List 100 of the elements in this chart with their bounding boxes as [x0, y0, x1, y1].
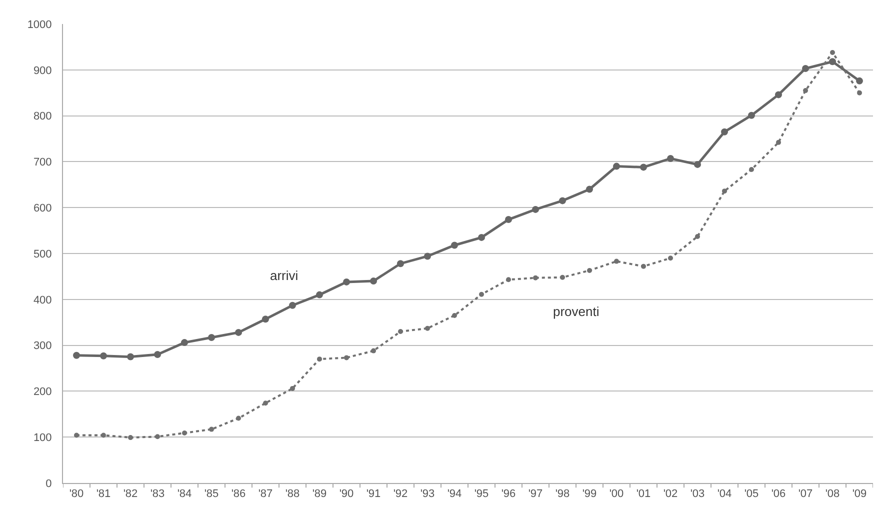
y-tick-label: 700 [33, 156, 52, 169]
x-tick-label: '02 [663, 488, 678, 500]
y-tick-label: 600 [33, 202, 52, 214]
x-tick-label: '86 [231, 488, 246, 500]
x-tick-label: '84 [177, 488, 192, 500]
point [263, 400, 268, 406]
point [802, 65, 809, 72]
point [560, 274, 565, 280]
y-tick-label: 900 [33, 64, 52, 77]
point [452, 312, 457, 318]
point [614, 258, 619, 264]
point [587, 268, 592, 273]
point [236, 416, 241, 421]
point [290, 386, 295, 391]
x-tick-label: '00 [609, 488, 624, 500]
point [667, 154, 674, 162]
point [424, 252, 431, 260]
point [317, 356, 322, 362]
x-tick-label: '96 [501, 488, 516, 500]
point [262, 316, 269, 323]
point [748, 112, 755, 119]
point [668, 256, 673, 261]
point [775, 91, 782, 98]
x-tick-label: '03 [690, 488, 705, 500]
x-tick-label: '89 [312, 488, 327, 500]
x-tick-label: '04 [717, 488, 732, 500]
x-tick-label: '87 [258, 488, 273, 500]
y-tick-label: 0 [46, 478, 52, 490]
x-tick-label: '08 [825, 488, 840, 500]
point [532, 206, 539, 213]
x-tick-label: '05 [744, 488, 759, 500]
x-tick-label: '09 [852, 488, 867, 500]
x-tick-label: '99 [582, 488, 597, 500]
point [721, 128, 728, 136]
point [128, 435, 133, 440]
point [640, 164, 647, 171]
point [208, 334, 215, 341]
point [155, 434, 160, 440]
point [289, 302, 296, 309]
x-tick-label: '93 [420, 488, 435, 500]
point [856, 77, 863, 84]
x-tick-label: '80 [69, 488, 84, 500]
point [425, 326, 430, 331]
point [695, 234, 700, 240]
x-tick-label: '97 [528, 488, 543, 500]
point [776, 140, 781, 145]
x-tick-label: '95 [474, 488, 489, 500]
point [722, 188, 727, 194]
point [371, 348, 376, 354]
x-tick-label: '92 [393, 488, 408, 500]
point [586, 186, 593, 193]
point [506, 277, 511, 282]
point [181, 339, 188, 346]
x-tick-label: '06 [771, 488, 786, 500]
point [154, 350, 161, 358]
point [344, 355, 349, 360]
point [533, 275, 538, 280]
point [343, 278, 350, 286]
x-tick-label: '01 [636, 488, 651, 500]
point [857, 90, 862, 96]
x-tick-label: '82 [123, 488, 138, 500]
point [370, 278, 377, 285]
point [316, 291, 323, 298]
x-tick-label: '07 [798, 488, 813, 500]
y-tick-label: 1000 [27, 18, 52, 31]
y-tick-label: 400 [33, 294, 52, 306]
point [74, 432, 79, 438]
y-tick-label: 500 [33, 248, 52, 260]
point [559, 197, 566, 204]
point [613, 162, 620, 170]
series-label: arrivi [270, 268, 298, 283]
point [100, 352, 107, 360]
point [803, 88, 808, 94]
point [451, 242, 458, 249]
y-tick-label: 200 [33, 386, 52, 398]
series-label: proventi [553, 304, 600, 319]
point [235, 328, 242, 336]
point [209, 426, 214, 432]
x-tick-label: '94 [447, 488, 462, 500]
point [73, 352, 80, 359]
point [478, 234, 485, 241]
x-tick-label: '88 [285, 488, 300, 500]
point [101, 432, 106, 438]
point [398, 329, 403, 334]
point [397, 260, 404, 268]
point [505, 216, 512, 224]
x-tick-label: '90 [339, 488, 354, 500]
point [127, 353, 134, 360]
y-tick-label: 300 [33, 340, 52, 352]
x-tick-label: '83 [150, 488, 165, 500]
point [830, 50, 835, 55]
y-tick-label: 800 [33, 110, 52, 123]
point [694, 160, 701, 168]
point [479, 292, 484, 297]
point [182, 430, 187, 436]
point [829, 58, 836, 66]
x-tick-label: '98 [555, 488, 570, 500]
y-tick-label: 100 [33, 432, 52, 444]
point [749, 167, 754, 172]
x-tick-label: '81 [96, 488, 111, 500]
